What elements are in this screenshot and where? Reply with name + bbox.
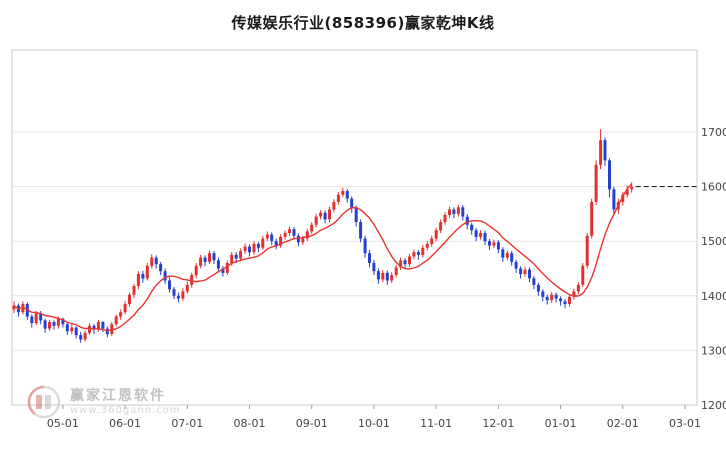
x-axis-ticks (62, 405, 686, 409)
x-tick-label: 10-01 (358, 417, 390, 430)
y-tick-label: 1700 (701, 126, 726, 139)
x-tick-label: 08-01 (234, 417, 266, 430)
chart-title: 传媒娱乐行业(858396)赢家乾坤K线 (231, 14, 495, 32)
y-axis-labels: 1200 1300 1400 1500 1600 1700 (701, 126, 726, 412)
x-tick-label: 12-01 (482, 417, 514, 430)
x-tick-label: 07-01 (171, 417, 203, 430)
ma-line (13, 183, 633, 332)
grid-lines (12, 131, 697, 351)
x-tick-label: 02-01 (607, 417, 639, 430)
y-tick-label: 1500 (701, 235, 726, 248)
x-axis-labels: 05-01 06-01 07-01 08-01 09-01 10-01 11-01 12-01… (47, 417, 701, 430)
y-tick-label: 1200 (701, 399, 726, 412)
x-tick-label: 03-01 (669, 417, 701, 430)
candles (12, 129, 634, 343)
x-tick-label: 09-01 (296, 417, 328, 430)
plot-border (11, 49, 698, 406)
y-tick-label: 1300 (701, 344, 726, 357)
x-tick-label: 11-01 (420, 417, 452, 430)
y-tick-label: 1600 (701, 181, 726, 194)
y-tick-label: 1400 (701, 290, 726, 303)
x-tick-label: 05-01 (47, 417, 79, 430)
x-tick-label: 01-01 (545, 417, 577, 430)
x-tick-label: 06-01 (109, 417, 141, 430)
